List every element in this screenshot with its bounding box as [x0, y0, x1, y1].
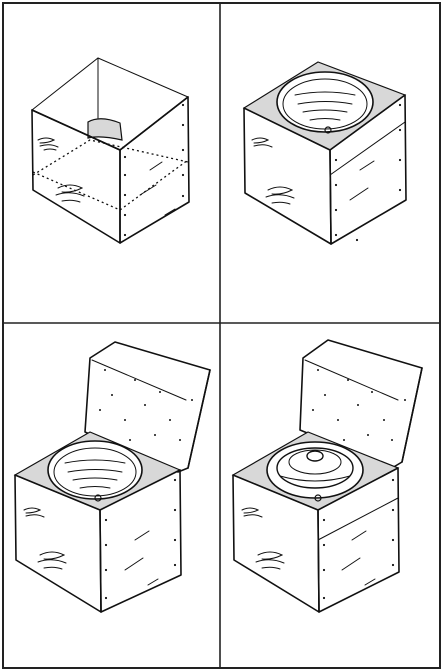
- nail-dot: [124, 214, 126, 216]
- nail-dot: [383, 419, 385, 421]
- nail-dot: [399, 129, 401, 131]
- nail-dot: [323, 569, 325, 571]
- wood-grain: [252, 138, 272, 147]
- nail-dot: [129, 439, 131, 441]
- wood-grain: [38, 552, 66, 569]
- nail-dot: [335, 234, 337, 236]
- nail-dot: [105, 519, 107, 521]
- nail-dot: [182, 104, 184, 106]
- nail-dot: [124, 234, 126, 236]
- wood-grain: [256, 552, 284, 569]
- lid-texture-dots: [312, 369, 406, 441]
- nail-dot: [323, 597, 325, 599]
- nail-dot: [347, 379, 349, 381]
- nail-dot: [99, 409, 101, 411]
- wood-grain: [24, 508, 44, 517]
- nail-dot: [159, 391, 161, 393]
- nail-dot: [323, 544, 325, 546]
- nail-dot: [174, 539, 176, 541]
- wood-grain: [350, 161, 382, 220]
- nail-dot: [399, 189, 401, 191]
- nail-dot: [174, 479, 176, 481]
- pot-cover-knob: [307, 451, 323, 461]
- insulation-floor: [88, 119, 122, 140]
- nail-dot: [124, 194, 126, 196]
- box-rim-right: [120, 97, 188, 150]
- nail-dot: [105, 597, 107, 599]
- nail-dot: [324, 394, 326, 396]
- nail-dot: [357, 404, 359, 406]
- nail-dot: [124, 174, 126, 176]
- nail-dot: [182, 174, 184, 176]
- nail-dot: [134, 379, 136, 381]
- lid-texture-dots: [99, 369, 193, 441]
- panel-box-lid-open-pot-with-cover: [233, 340, 422, 612]
- nail-dot: [356, 239, 358, 241]
- wood-grain: [242, 508, 262, 517]
- nail-dot: [169, 419, 171, 421]
- nail-dot: [154, 434, 156, 436]
- nail-dot: [179, 439, 181, 441]
- nail-dot: [124, 419, 126, 421]
- nail-dot: [111, 394, 113, 396]
- nail-dot: [312, 409, 314, 411]
- nail-dot: [343, 439, 345, 441]
- wood-grain: [266, 187, 294, 204]
- nail-dot: [182, 124, 184, 126]
- nail-dot: [337, 419, 339, 421]
- nail-dot: [399, 159, 401, 161]
- nail-dot: [104, 369, 106, 371]
- wood-grain: [125, 531, 158, 585]
- lid-top-edge: [92, 360, 186, 400]
- nail-dot: [144, 404, 146, 406]
- nail-dot: [392, 509, 394, 511]
- nail-dot: [105, 544, 107, 546]
- panel-box-empty: [32, 58, 189, 243]
- nail-dot: [367, 434, 369, 436]
- wood-grain: [140, 162, 175, 215]
- panel-box-lid-open-kettle: [15, 342, 210, 612]
- box-back-rim: [32, 58, 188, 110]
- lid-top-edge: [305, 360, 398, 400]
- nail-dot: [399, 104, 401, 106]
- nail-dot: [174, 564, 176, 566]
- lid-edge: [402, 368, 422, 462]
- nail-dot: [404, 399, 406, 401]
- nail-dot: [182, 149, 184, 151]
- nail-dot: [174, 509, 176, 511]
- nail-dot: [323, 519, 325, 521]
- nail-dot: [124, 156, 126, 158]
- nail-dot: [191, 399, 193, 401]
- nail-dot: [335, 159, 337, 161]
- nail-dot: [392, 539, 394, 541]
- nail-dot: [371, 391, 373, 393]
- nail-dot: [391, 439, 393, 441]
- lid-edge: [188, 370, 210, 468]
- panel-box-with-kettle: [244, 62, 406, 244]
- nail-dot: [335, 209, 337, 211]
- nail-dot: [105, 569, 107, 571]
- nail-dot: [335, 184, 337, 186]
- nail-dot: [392, 479, 394, 481]
- box-front-right-face: [120, 97, 189, 243]
- nail-dot: [317, 369, 319, 371]
- wood-grain: [342, 531, 375, 585]
- nail-dot: [392, 564, 394, 566]
- nail-dot: [182, 195, 184, 197]
